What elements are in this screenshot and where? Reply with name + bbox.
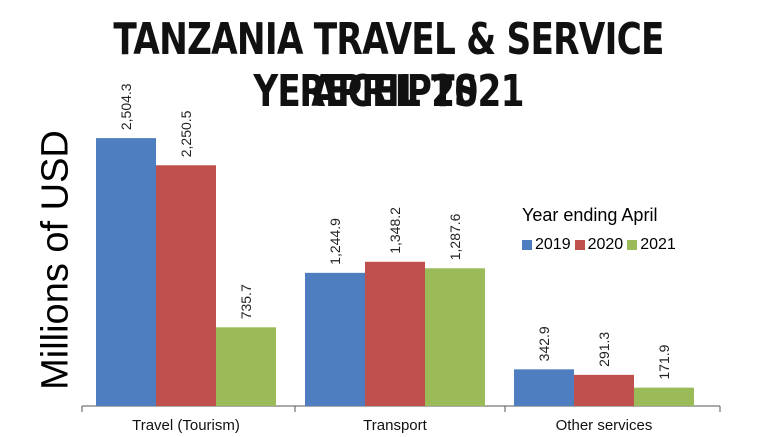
data-label: 342.9	[536, 326, 552, 361]
bar-2020-other-services	[574, 374, 634, 406]
bar-2021-transport	[425, 268, 485, 406]
legend-items: 2019 2020 2021	[522, 236, 680, 254]
legend-swatch-2019	[522, 240, 532, 250]
data-label: 2,504.3	[118, 83, 134, 130]
data-label: 1,348.2	[387, 207, 403, 254]
x-tick-label: Transport	[363, 417, 427, 434]
bar-2021-other-services	[634, 387, 694, 406]
data-label: 2,250.5	[178, 110, 194, 157]
bar-2019-other-services	[514, 369, 574, 406]
data-label: 171.9	[656, 344, 672, 379]
chart-title-line-2: YE APRIL 2021	[253, 66, 524, 117]
bar-2019-transport	[305, 272, 365, 406]
bar-2019-travel-tourism	[96, 138, 156, 406]
x-tick-label: Other services	[556, 417, 653, 434]
legend-title: Year ending April	[522, 205, 658, 225]
legend: Year ending April 2019 2020 2021	[522, 205, 680, 254]
bar-2020-travel-tourism	[156, 165, 216, 406]
legend-label-2021: 2021	[640, 236, 676, 253]
legend-label-2020: 2020	[587, 236, 624, 253]
data-label: 291.3	[596, 332, 612, 367]
data-label: 1,287.6	[447, 213, 463, 260]
legend-label-2019: 2019	[535, 236, 571, 253]
legend-swatch-2020	[574, 240, 585, 250]
legend-item-2021: 2021	[627, 236, 676, 254]
legend-swatch-2021	[627, 240, 638, 250]
data-label: 1,244.9	[327, 218, 343, 265]
chart-title-line-1: TANZANIA TRAVEL & SERVICE RECEIPTS	[113, 14, 664, 117]
data-label: 735.7	[238, 284, 254, 319]
x-tick-label: Travel (Tourism)	[132, 417, 240, 434]
legend-item-2019: 2019	[522, 236, 571, 254]
legend-item-2020: 2020	[574, 236, 624, 254]
bar-2020-transport	[365, 261, 425, 406]
bar-2021-travel-tourism	[216, 327, 276, 406]
